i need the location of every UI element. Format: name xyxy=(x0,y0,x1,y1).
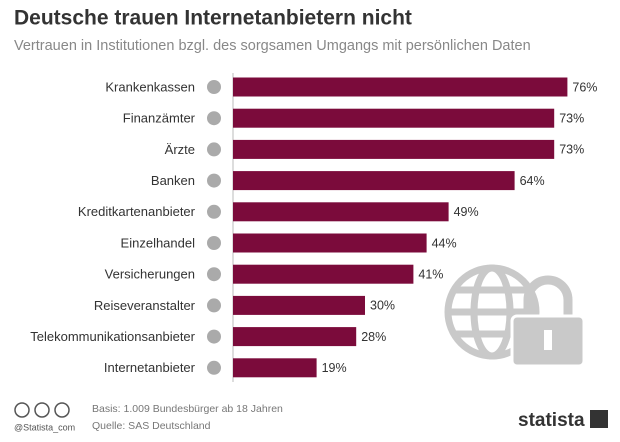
category-icon xyxy=(207,173,221,188)
chart-title: Deutsche trauen Internetanbietern nicht xyxy=(14,7,412,30)
bar xyxy=(233,295,365,315)
category-label: Kreditkartenanbieter xyxy=(78,204,196,219)
category-label: Einzelhandel xyxy=(121,235,196,250)
brand: statista xyxy=(518,410,585,431)
illustration xyxy=(444,264,586,368)
value-label: 49% xyxy=(454,205,479,219)
value-label: 30% xyxy=(370,299,395,313)
bar xyxy=(233,264,414,284)
footer-handle: @Statista_com xyxy=(14,422,75,432)
category-icon xyxy=(207,204,221,219)
bar xyxy=(233,108,555,128)
category-icon xyxy=(207,267,221,282)
value-label: 76% xyxy=(572,80,597,94)
value-label: 28% xyxy=(361,330,386,344)
category-icon xyxy=(207,142,221,157)
category-label: Krankenkassen xyxy=(105,79,195,94)
category-label: Reiseveranstalter xyxy=(94,298,196,313)
category-icon xyxy=(207,298,221,313)
bar xyxy=(233,77,568,97)
category-label: Finanzämter xyxy=(123,111,196,126)
value-label: 64% xyxy=(520,174,545,188)
bar xyxy=(233,202,449,222)
bar xyxy=(233,358,317,378)
value-label: 73% xyxy=(559,111,584,125)
value-label: 41% xyxy=(418,267,443,281)
category-icon xyxy=(207,236,221,250)
brand-logo xyxy=(590,410,608,428)
footer-source: Quelle: SAS Deutschland xyxy=(92,420,211,432)
bar xyxy=(233,171,515,191)
chart-subtitle: Vertrauen in Institutionen bzgl. des sor… xyxy=(14,38,531,54)
bar xyxy=(233,233,427,253)
category-label: Versicherungen xyxy=(105,267,195,282)
value-label: 19% xyxy=(322,361,347,375)
category-icon xyxy=(207,329,221,344)
category-label: Telekommunikationsanbieter xyxy=(30,329,195,344)
category-icon xyxy=(207,111,221,126)
value-label: 44% xyxy=(432,236,457,250)
value-label: 73% xyxy=(559,143,584,157)
category-icon xyxy=(207,360,221,375)
footer-basis: Basis: 1.009 Bundesbürger ab 18 Jahren xyxy=(92,403,283,415)
category-label: Ärzte xyxy=(165,142,195,157)
bar xyxy=(233,327,357,347)
bar xyxy=(233,139,555,159)
category-label: Internetanbieter xyxy=(104,360,196,375)
category-icon xyxy=(207,80,221,94)
footer-icons xyxy=(14,402,70,418)
category-label: Banken xyxy=(151,173,195,188)
